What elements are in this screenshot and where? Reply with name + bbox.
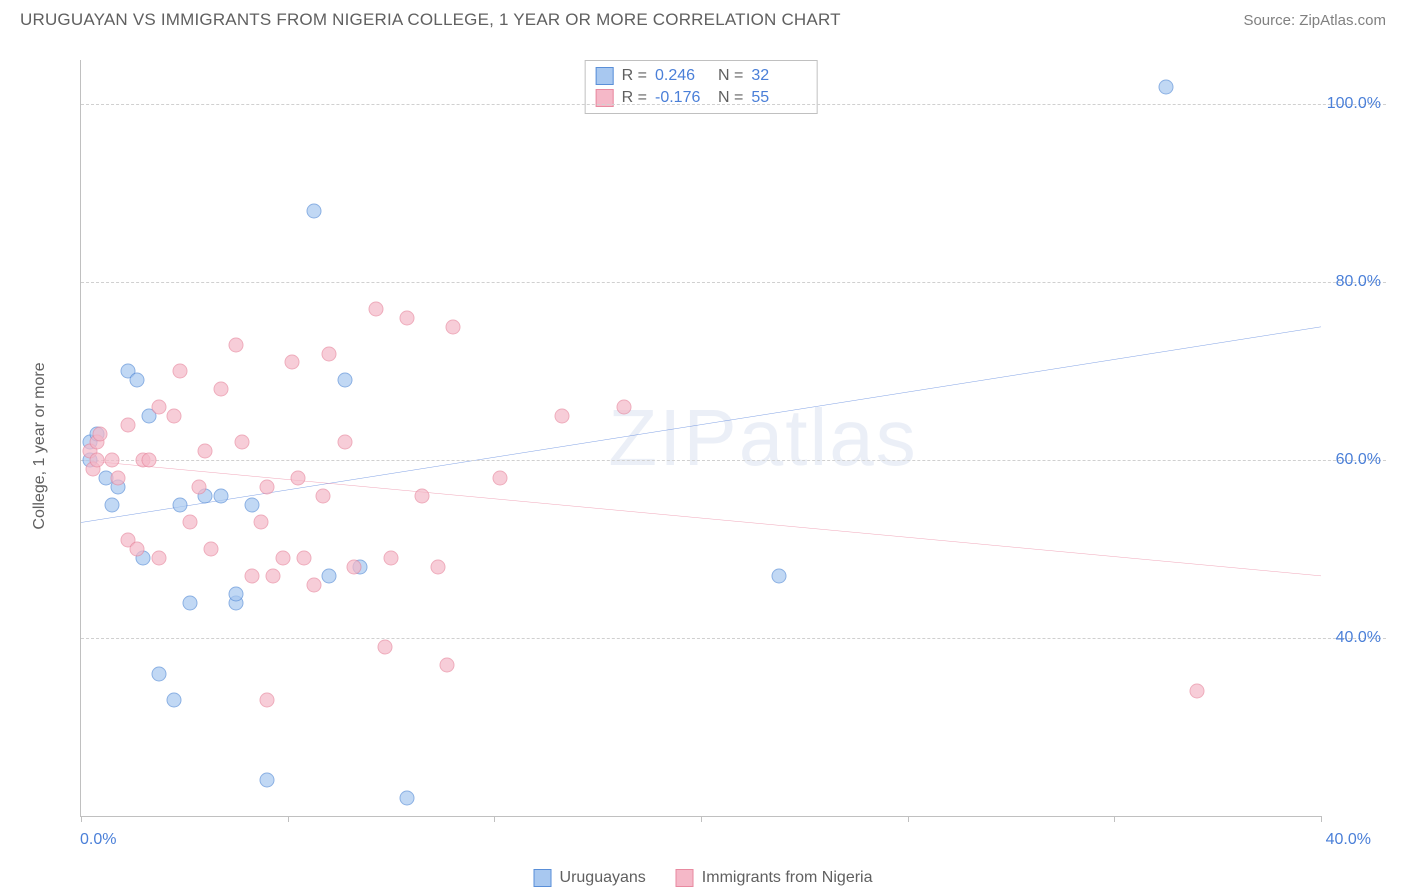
xtick: [1321, 816, 1322, 822]
data-point: [554, 408, 569, 423]
gridline: [81, 638, 1386, 639]
data-point: [399, 791, 414, 806]
data-point: [244, 568, 259, 583]
data-point: [430, 559, 445, 574]
chart-header: URUGUAYAN VS IMMIGRANTS FROM NIGERIA COL…: [0, 0, 1406, 35]
legend-label: Uruguayans: [560, 869, 646, 887]
stat-n-value: 32: [751, 67, 806, 85]
data-point: [198, 444, 213, 459]
data-point: [260, 479, 275, 494]
stats-row: R = 0.246 N = 32: [596, 65, 807, 87]
data-point: [213, 488, 228, 503]
data-point: [253, 515, 268, 530]
data-point: [142, 453, 157, 468]
data-point: [291, 471, 306, 486]
xtick: [1114, 816, 1115, 822]
data-point: [297, 551, 312, 566]
legend-item: Uruguayans: [534, 869, 646, 887]
stat-r-value: 0.246: [655, 67, 710, 85]
stats-legend-box: R = 0.246 N = 32 R =-0.176N =55: [585, 60, 818, 114]
data-point: [446, 319, 461, 334]
chart-title: URUGUAYAN VS IMMIGRANTS FROM NIGERIA COL…: [20, 10, 841, 30]
data-point: [384, 551, 399, 566]
legend-swatch: [534, 869, 552, 887]
data-point: [129, 542, 144, 557]
data-point: [337, 435, 352, 450]
ytick-label: 60.0%: [1336, 451, 1381, 469]
data-point: [322, 568, 337, 583]
stats-row: R =-0.176N =55: [596, 87, 807, 109]
gridline: [81, 282, 1386, 283]
data-point: [275, 551, 290, 566]
data-point: [337, 373, 352, 388]
ytick-label: 40.0%: [1336, 629, 1381, 647]
data-point: [151, 666, 166, 681]
data-point: [213, 382, 228, 397]
gridline: [81, 104, 1386, 105]
data-point: [260, 693, 275, 708]
data-point: [235, 435, 250, 450]
data-point: [204, 542, 219, 557]
data-point: [1159, 79, 1174, 94]
yaxis-title: College, 1 year or more: [31, 362, 49, 529]
data-point: [191, 479, 206, 494]
data-point: [492, 471, 507, 486]
xtick: [701, 816, 702, 822]
legend-swatch: [676, 869, 694, 887]
data-point: [415, 488, 430, 503]
data-point: [368, 302, 383, 317]
chart-container: College, 1 year or more ZIPatlas R =0.24…: [50, 45, 1386, 847]
data-point: [105, 453, 120, 468]
data-point: [306, 577, 321, 592]
data-point: [92, 426, 107, 441]
data-point: [167, 408, 182, 423]
data-point: [377, 640, 392, 655]
data-point: [173, 364, 188, 379]
ytick-label: 100.0%: [1327, 95, 1381, 113]
data-point: [89, 453, 104, 468]
data-point: [306, 204, 321, 219]
gridline: [81, 460, 1386, 461]
stat-n-label: N =: [718, 67, 743, 85]
data-point: [129, 373, 144, 388]
xtick: [494, 816, 495, 822]
ytick-label: 80.0%: [1336, 273, 1381, 291]
data-point: [284, 355, 299, 370]
legend-label: Immigrants from Nigeria: [702, 869, 873, 887]
data-point: [173, 497, 188, 512]
plot-area: ZIPatlas R =0.246N =32R =-0.176N =55 40.…: [80, 60, 1321, 817]
data-point: [771, 568, 786, 583]
xtick: [288, 816, 289, 822]
data-point: [1190, 684, 1205, 699]
xtick-label: 0.0%: [80, 831, 116, 849]
bottom-legend: Uruguayans Immigrants from Nigeria: [534, 869, 873, 887]
legend-item: Immigrants from Nigeria: [676, 869, 873, 887]
data-point: [439, 657, 454, 672]
legend-swatch: [596, 67, 614, 85]
stat-r-label: R =: [622, 67, 647, 85]
xtick: [908, 816, 909, 822]
chart-source: Source: ZipAtlas.com: [1243, 12, 1386, 29]
data-point: [266, 568, 281, 583]
data-point: [346, 559, 361, 574]
data-point: [182, 515, 197, 530]
data-point: [260, 773, 275, 788]
data-point: [167, 693, 182, 708]
xtick-label: 40.0%: [1326, 831, 1371, 849]
data-point: [151, 551, 166, 566]
data-point: [151, 399, 166, 414]
data-point: [229, 337, 244, 352]
data-point: [111, 471, 126, 486]
data-point: [120, 417, 135, 432]
data-point: [315, 488, 330, 503]
xtick: [81, 816, 82, 822]
data-point: [322, 346, 337, 361]
data-point: [229, 586, 244, 601]
data-point: [182, 595, 197, 610]
data-point: [399, 310, 414, 325]
data-point: [105, 497, 120, 512]
data-point: [244, 497, 259, 512]
data-point: [616, 399, 631, 414]
